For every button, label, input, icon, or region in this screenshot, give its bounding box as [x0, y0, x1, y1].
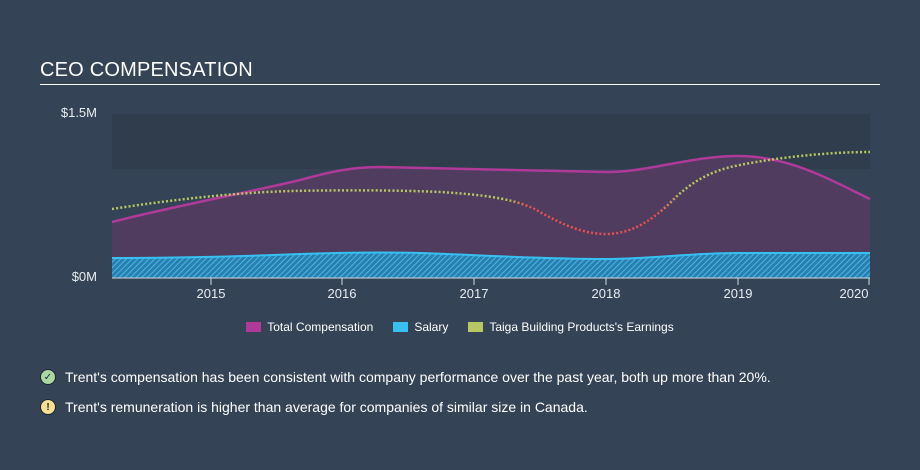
total-compensation-line — [111, 154, 871, 224]
salary-area — [112, 252, 870, 278]
warning-circle-icon: ! — [40, 399, 56, 415]
insights-list: ✓ Trent's compensation has been consiste… — [40, 367, 771, 427]
ceo-compensation-chart: $1.5M $0M — [60, 105, 871, 301]
legend-item-total-compensation[interactable]: Total Compensation — [246, 320, 373, 334]
earnings-swatch-icon — [468, 322, 484, 332]
page-title: CEO COMPENSATION — [40, 59, 253, 81]
insight-text: Trent's remuneration is higher than aver… — [65, 399, 588, 415]
legend-item-earnings[interactable]: Taiga Building Products's Earnings — [468, 320, 674, 334]
insight-item: ✓ Trent's compensation has been consiste… — [40, 367, 771, 387]
legend-label: Total Compensation — [267, 320, 374, 334]
x-axis-label-2019: 2019 — [723, 286, 753, 301]
check-circle-icon: ✓ — [40, 369, 56, 385]
x-axis-label-2017: 2017 — [459, 286, 489, 301]
insight-item: ! Trent's remuneration is higher than av… — [40, 397, 771, 417]
insight-text: Trent's compensation has been consistent… — [65, 369, 771, 385]
chart-legend: Total Compensation Salary Taiga Building… — [0, 320, 920, 334]
salary-line — [111, 251, 870, 261]
salary-swatch-icon — [393, 322, 409, 332]
y-axis-label-top: $1.5M — [60, 105, 97, 120]
title-divider — [40, 84, 880, 85]
x-axis-label-2020: 2020 — [839, 286, 869, 301]
chart-plot — [111, 150, 871, 285]
x-axis-label-2015: 2015 — [196, 286, 226, 301]
y-axis-label-bottom: $0M — [71, 269, 97, 284]
legend-label: Taiga Building Products's Earnings — [489, 320, 674, 334]
x-axis-label-2016: 2016 — [327, 286, 357, 301]
total-compensation-swatch-icon — [246, 322, 262, 332]
legend-label: Salary — [414, 320, 449, 334]
total-compensation-area — [112, 156, 870, 278]
legend-item-salary[interactable]: Salary — [393, 320, 448, 334]
x-axis-label-2018: 2018 — [591, 286, 621, 301]
